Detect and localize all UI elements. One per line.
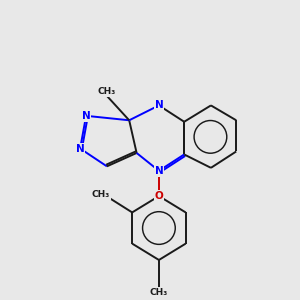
Text: CH₃: CH₃ xyxy=(98,87,116,96)
Text: N: N xyxy=(154,166,163,176)
Text: N: N xyxy=(154,100,163,110)
Text: N: N xyxy=(76,143,85,154)
Text: O: O xyxy=(154,191,163,201)
Text: CH₃: CH₃ xyxy=(150,288,168,297)
Text: CH₃: CH₃ xyxy=(92,190,110,199)
Text: N: N xyxy=(82,111,91,121)
